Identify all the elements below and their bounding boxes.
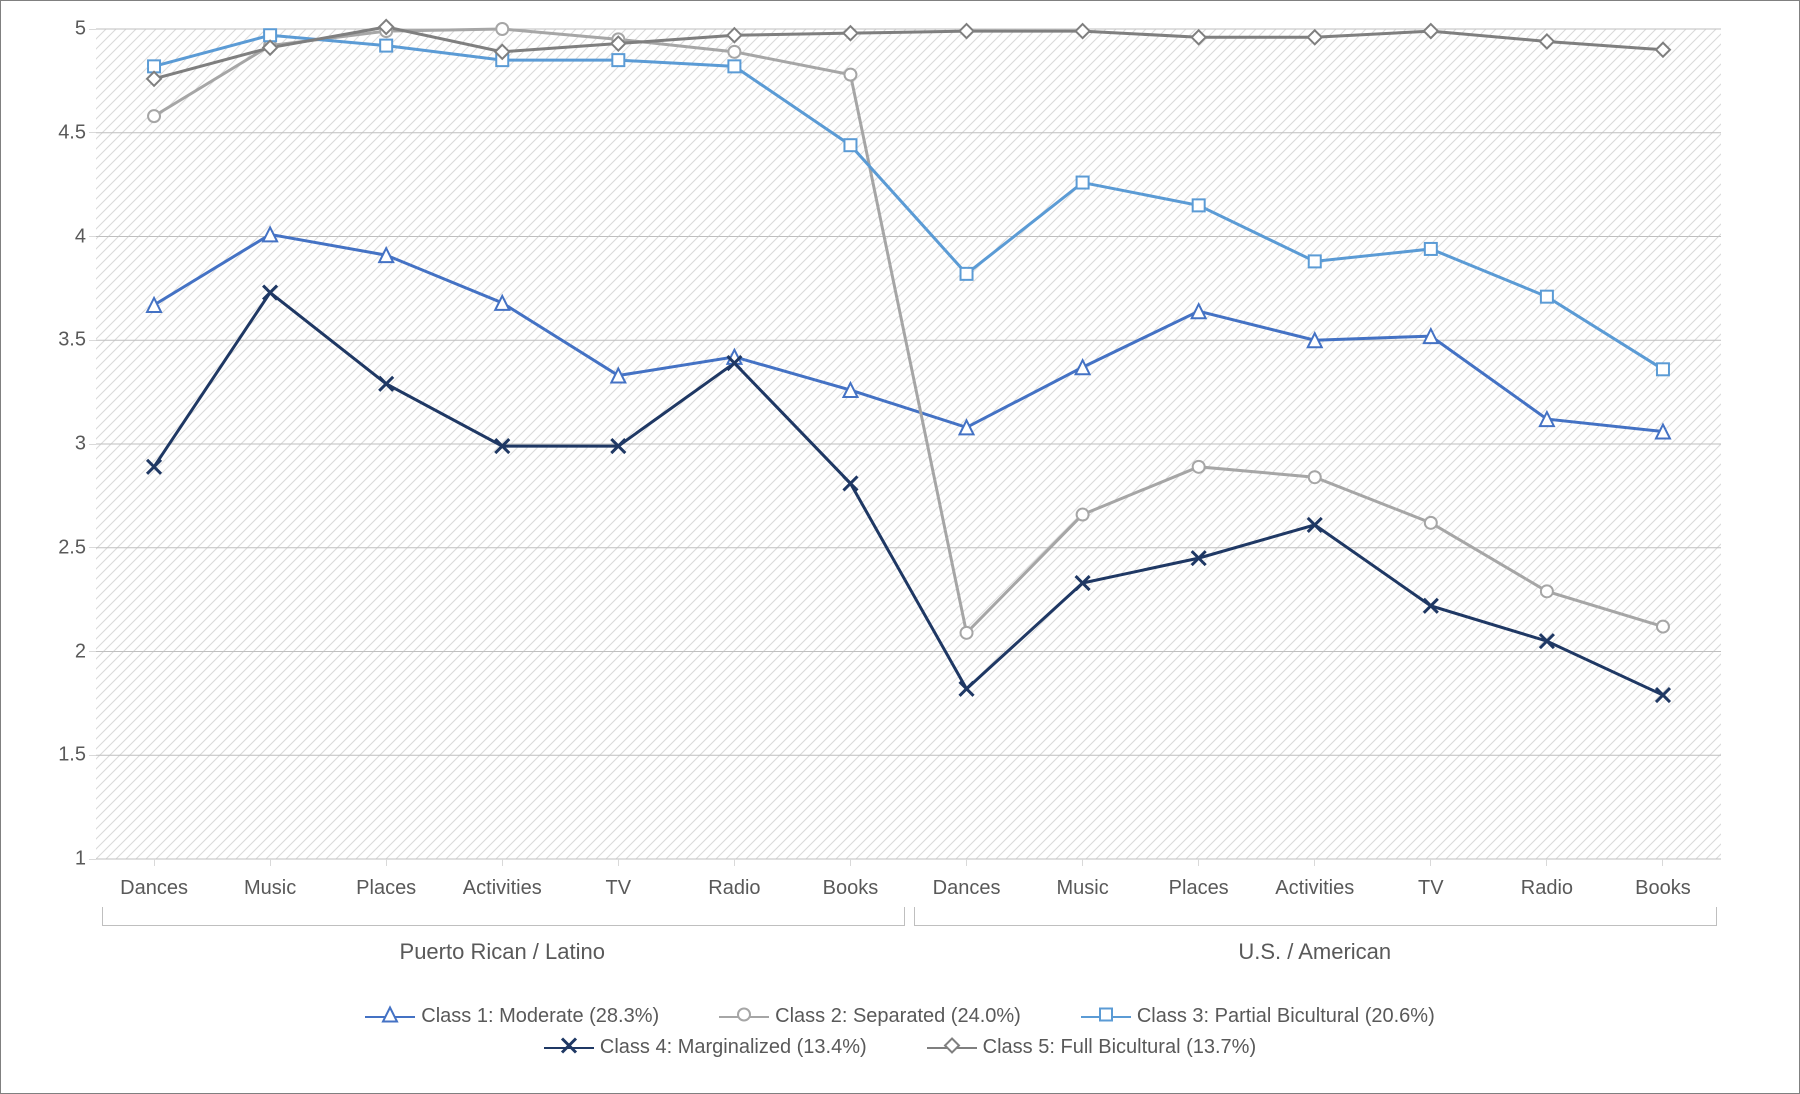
- y-tick-label: 3: [75, 433, 86, 456]
- marker-class3: [961, 268, 973, 280]
- legend-label: Class 3: Partial Bicultural (20.6%): [1137, 1005, 1435, 1028]
- line-chart: 1 1.5 2 2.5 3 3.5 4 4.5 5 Dances Music Places Activi…: [0, 0, 1800, 1094]
- legend-item-class4: Class 4: Marginalized (13.4%): [544, 1036, 867, 1059]
- marker-class2: [1541, 585, 1553, 597]
- marker-class3: [1657, 363, 1669, 375]
- marker-class3: [1309, 255, 1321, 267]
- legend: Class 1: Moderate (28.3%) Class 2: Separa…: [1, 1001, 1799, 1063]
- legend-item-class3: Class 3: Partial Bicultural (20.6%): [1081, 1005, 1435, 1028]
- y-tick-label: 3.5: [58, 329, 86, 352]
- x-tick-label: Places: [1169, 877, 1229, 900]
- legend-item-class1: Class 1: Moderate (28.3%): [365, 1005, 659, 1028]
- x-tick-label: TV: [1418, 877, 1444, 900]
- x-tick-label: Books: [1635, 877, 1691, 900]
- marker-class2: [961, 627, 973, 639]
- group-label: Puerto Rican / Latino: [400, 939, 605, 965]
- marker-class2: [1077, 509, 1089, 521]
- marker-class3: [380, 40, 392, 52]
- x-tick-label: Dances: [120, 877, 188, 900]
- group-bracket: [102, 907, 905, 926]
- x-tick-label: Activities: [463, 877, 542, 900]
- marker-class3: [844, 139, 856, 151]
- marker-class2: [148, 110, 160, 122]
- marker-class3: [1425, 243, 1437, 255]
- legend-label: Class 1: Moderate (28.3%): [421, 1005, 659, 1028]
- x-tick-label: Music: [1056, 877, 1108, 900]
- y-tick-label: 1: [75, 848, 86, 871]
- x-tick-label: Radio: [1521, 877, 1573, 900]
- marker-class2: [1309, 471, 1321, 483]
- marker-class3: [612, 54, 624, 66]
- marker-class3: [728, 60, 740, 72]
- legend-item-class5: Class 5: Full Bicultural (13.7%): [927, 1036, 1256, 1059]
- y-tick-label: 4: [75, 225, 86, 248]
- marker-class3: [1193, 199, 1205, 211]
- x-tick-label: Dances: [933, 877, 1001, 900]
- y-tick-label: 1.5: [58, 744, 86, 767]
- marker-class3: [1077, 177, 1089, 189]
- y-tick-label: 2.5: [58, 536, 86, 559]
- x-tick-label: Books: [823, 877, 879, 900]
- x-tick-label: Music: [244, 877, 296, 900]
- x-tick-label: Places: [356, 877, 416, 900]
- legend-label: Class 5: Full Bicultural (13.7%): [983, 1036, 1256, 1059]
- marker-class2: [496, 23, 508, 35]
- y-tick-label: 4.5: [58, 121, 86, 144]
- marker-class2: [1657, 621, 1669, 633]
- plot-area: 11.522.533.544.55DancesMusicPlacesActivi…: [96, 29, 1721, 859]
- legend-label: Class 2: Separated (24.0%): [775, 1005, 1021, 1028]
- x-tick-label: TV: [606, 877, 632, 900]
- x-tick-label: Radio: [708, 877, 760, 900]
- y-tick-label: 2: [75, 640, 86, 663]
- x-tick-label: Activities: [1275, 877, 1354, 900]
- legend-label: Class 4: Marginalized (13.4%): [600, 1036, 867, 1059]
- y-tick-label: 5: [75, 18, 86, 41]
- marker-class2: [1425, 517, 1437, 529]
- marker-class2: [1193, 461, 1205, 473]
- legend-item-class2: Class 2: Separated (24.0%): [719, 1005, 1021, 1028]
- group-label: U.S. / American: [1238, 939, 1391, 965]
- marker-class2: [844, 69, 856, 81]
- marker-class2: [728, 46, 740, 58]
- group-bracket: [914, 907, 1717, 926]
- marker-class3: [1541, 291, 1553, 303]
